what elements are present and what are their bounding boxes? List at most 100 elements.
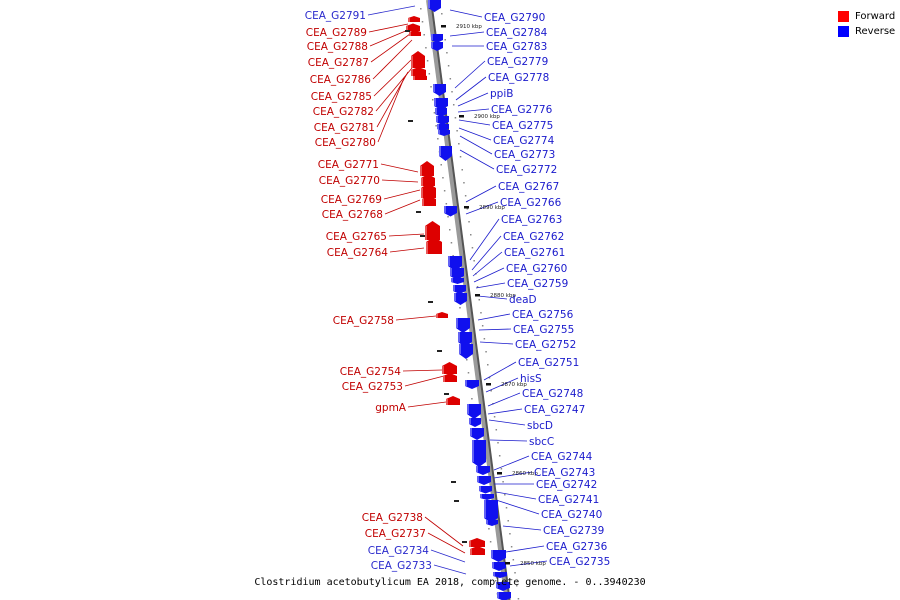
gene-label-CEA_G2766[interactable]: CEA_G2766 <box>500 197 562 209</box>
gene-label-CEA_G2758[interactable]: CEA_G2758 <box>333 315 394 327</box>
gene-glyph-rev-6[interactable] <box>436 116 449 125</box>
gene-label-CEA_G2751[interactable]: CEA_G2751 <box>518 357 579 369</box>
gene-glyph-rev-31[interactable] <box>492 562 506 571</box>
gene-label-CEA_G2754[interactable]: CEA_G2754 <box>340 366 402 378</box>
gene-glyph-rev-19[interactable] <box>465 380 479 389</box>
gene-label-CEA_G2774[interactable]: CEA_G2774 <box>493 135 555 147</box>
gene-label-CEA_G2782[interactable]: CEA_G2782 <box>313 106 374 118</box>
gene-glyph-rev-32[interactable] <box>493 572 507 578</box>
gene-label-CEA_G2762[interactable]: CEA_G2762 <box>503 231 564 243</box>
gene-label-CEA_G2786[interactable]: CEA_G2786 <box>310 74 372 86</box>
gene-label-CEA_G2785[interactable]: CEA_G2785 <box>311 91 372 103</box>
gene-label-CEA_G2772[interactable]: CEA_G2772 <box>496 164 557 176</box>
gene-label-CEA_G2764[interactable]: CEA_G2764 <box>327 247 389 259</box>
gene-glyph-fwd-14[interactable] <box>443 373 457 382</box>
gene-glyph-rev-12[interactable] <box>450 268 464 280</box>
gene-label-CEA_G2776[interactable]: CEA_G2776 <box>491 104 553 116</box>
gene-label-CEA_G2752[interactable]: CEA_G2752 <box>515 339 576 351</box>
gene-glyph-fwd-16[interactable] <box>469 538 485 547</box>
gene-label-gpmA[interactable]: gpmA <box>375 402 407 414</box>
gene-glyph-rev-26[interactable] <box>479 486 492 494</box>
gene-label-CEA_G2783[interactable]: CEA_G2783 <box>486 41 547 53</box>
gene-label-CEA_G2739[interactable]: CEA_G2739 <box>543 525 604 537</box>
gene-glyph-rev-25[interactable] <box>477 476 491 485</box>
gene-glyph-fwd-13[interactable] <box>442 362 457 374</box>
gene-glyph-fwd-10[interactable] <box>425 221 440 240</box>
gene-glyph-fwd-5[interactable] <box>413 74 427 80</box>
gene-label-CEA_G2740[interactable]: CEA_G2740 <box>541 509 602 521</box>
gene-glyph-rev-23[interactable] <box>472 440 486 467</box>
gene-glyph-rev-16[interactable] <box>456 318 470 333</box>
gene-glyph-fwd-17[interactable] <box>470 546 485 555</box>
gene-glyph-fwd-3[interactable] <box>411 51 425 68</box>
gene-label-CEA_G2733[interactable]: CEA_G2733 <box>371 560 432 572</box>
gene-glyph-rev-20[interactable] <box>467 404 481 419</box>
gene-label-CEA_G2769[interactable]: CEA_G2769 <box>321 194 382 206</box>
gene-glyph-rev-17[interactable] <box>458 332 472 347</box>
gene-label-CEA_G2789[interactable]: CEA_G2789 <box>306 27 367 39</box>
gene-label-CEA_G2756[interactable]: CEA_G2756 <box>512 309 574 321</box>
gene-label-CEA_G2741[interactable]: CEA_G2741 <box>538 494 599 506</box>
gene-label-hisS[interactable]: hisS <box>520 373 542 385</box>
gene-glyph-fwd-0[interactable] <box>408 16 420 22</box>
gene-label-deaD[interactable]: deaD <box>509 294 537 306</box>
gene-label-CEA_G2770[interactable]: CEA_G2770 <box>319 175 380 187</box>
gene-glyph-rev-34[interactable] <box>497 592 511 600</box>
gene-label-CEA_G2747[interactable]: CEA_G2747 <box>524 404 585 416</box>
gene-label-CEA_G2743[interactable]: CEA_G2743 <box>534 467 595 479</box>
gene-label-CEA_G2790[interactable]: CEA_G2790 <box>484 12 545 24</box>
gene-label-CEA_G2755[interactable]: CEA_G2755 <box>513 324 574 336</box>
gene-label-CEA_G2737[interactable]: CEA_G2737 <box>365 528 426 540</box>
gene-glyph-rev-11[interactable] <box>448 256 462 271</box>
gene-glyph-rev-33[interactable] <box>496 582 510 591</box>
gene-label-CEA_G2765[interactable]: CEA_G2765 <box>326 231 387 243</box>
gene-glyph-rev-7[interactable] <box>437 124 449 132</box>
gene-label-CEA_G2744[interactable]: CEA_G2744 <box>531 451 593 463</box>
gene-glyph-rev-22[interactable] <box>470 428 484 440</box>
gene-label-CEA_G2763[interactable]: CEA_G2763 <box>501 214 562 226</box>
gene-label-CEA_G2735[interactable]: CEA_G2735 <box>549 556 610 568</box>
gene-glyph-rev-2[interactable] <box>431 42 443 51</box>
gene-glyph-rev-29[interactable] <box>486 520 498 526</box>
gene-glyph-rev-27[interactable] <box>480 494 494 500</box>
gene-glyph-rev-4[interactable] <box>434 98 448 110</box>
gene-label-CEA_G2773[interactable]: CEA_G2773 <box>494 149 555 161</box>
gene-label-CEA_G2768[interactable]: CEA_G2768 <box>322 209 383 221</box>
gene-label-CEA_G2784[interactable]: CEA_G2784 <box>486 27 548 39</box>
gene-glyph-rev-3[interactable] <box>433 84 446 96</box>
gene-label-CEA_G2748[interactable]: CEA_G2748 <box>522 388 583 400</box>
gene-glyph-rev-14[interactable] <box>453 285 466 294</box>
gene-glyph-fwd-6[interactable] <box>420 161 434 176</box>
gene-label-CEA_G2775[interactable]: CEA_G2775 <box>492 120 553 132</box>
gene-glyph-fwd-8[interactable] <box>421 183 436 198</box>
gene-glyph-fwd-1[interactable] <box>406 23 420 32</box>
gene-glyph-fwd-11[interactable] <box>426 237 442 254</box>
gene-glyph-rev-9[interactable] <box>439 146 452 161</box>
gene-glyph-rev-21[interactable] <box>469 418 481 427</box>
gene-label-CEA_G2734[interactable]: CEA_G2734 <box>368 545 430 557</box>
gene-label-CEA_G2738[interactable]: CEA_G2738 <box>362 512 423 524</box>
gene-label-CEA_G2787[interactable]: CEA_G2787 <box>308 57 369 69</box>
gene-glyph-rev-1[interactable] <box>431 34 443 43</box>
gene-glyph-rev-28[interactable] <box>484 500 498 523</box>
gene-label-CEA_G2742[interactable]: CEA_G2742 <box>536 479 597 491</box>
gene-glyph-rev-15[interactable] <box>454 293 467 305</box>
gene-label-CEA_G2781[interactable]: CEA_G2781 <box>314 122 375 134</box>
gene-label-CEA_G2767[interactable]: CEA_G2767 <box>498 181 559 193</box>
gene-label-CEA_G2791[interactable]: CEA_G2791 <box>305 10 366 22</box>
gene-glyph-rev-30[interactable] <box>491 550 506 562</box>
gene-label-sbcD[interactable]: sbcD <box>527 420 553 432</box>
gene-label-CEA_G2759[interactable]: CEA_G2759 <box>507 278 568 290</box>
gene-glyph-rev-8[interactable] <box>438 130 450 136</box>
gene-glyph-rev-0[interactable] <box>428 0 441 12</box>
gene-glyph-rev-24[interactable] <box>476 466 490 475</box>
gene-glyph-fwd-2[interactable] <box>409 30 421 36</box>
gene-label-CEA_G2736[interactable]: CEA_G2736 <box>546 541 608 553</box>
gene-label-CEA_G2771[interactable]: CEA_G2771 <box>318 159 379 171</box>
gene-label-CEA_G2788[interactable]: CEA_G2788 <box>307 41 368 53</box>
gene-glyph-rev-5[interactable] <box>435 108 447 117</box>
gene-label-CEA_G2780[interactable]: CEA_G2780 <box>315 137 376 149</box>
gene-glyph-fwd-15[interactable] <box>446 396 460 405</box>
gene-label-CEA_G2779[interactable]: CEA_G2779 <box>487 56 548 68</box>
gene-label-sbcC[interactable]: sbcC <box>529 436 554 448</box>
